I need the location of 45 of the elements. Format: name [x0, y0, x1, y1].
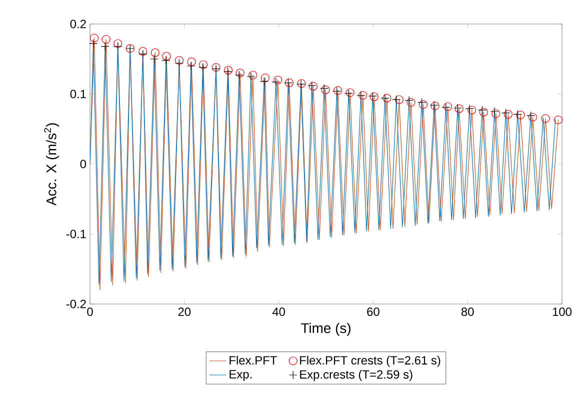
- legend-label: Flex.PFT: [230, 356, 277, 365]
- point: [90, 34, 99, 42]
- point: [260, 74, 270, 82]
- y-tick-label: 0.1: [70, 90, 86, 98]
- point: [186, 62, 196, 70]
- point: [187, 58, 196, 66]
- point: [114, 39, 122, 48]
- point: [198, 60, 208, 69]
- point: [260, 77, 268, 86]
- point: [513, 110, 522, 119]
- point: [162, 56, 170, 65]
- point: [138, 50, 148, 58]
- point: [174, 58, 184, 68]
- point: [465, 104, 474, 113]
- point: [198, 63, 208, 72]
- point: [114, 42, 122, 51]
- x-axis-title: Time (s): [301, 322, 350, 336]
- x-tick-label: 80: [461, 308, 474, 316]
- point: [541, 114, 550, 123]
- point: [174, 56, 184, 65]
- point: [394, 95, 404, 104]
- legend-label: Exp.: [230, 370, 252, 381]
- y-tick-label: 0: [80, 160, 86, 168]
- point: [150, 54, 158, 64]
- point: [468, 106, 476, 114]
- y-tick-label: -0.1: [66, 230, 86, 238]
- y-tick-label: 0.2: [70, 20, 86, 28]
- legend-label: Exp.crests (T=2.59 s): [300, 370, 412, 382]
- point: [100, 42, 110, 51]
- x-tick-label: 20: [178, 308, 191, 316]
- legend-label: Flex.PFT crests (T=2.61 s): [300, 356, 440, 367]
- x-tick-label: 40: [272, 308, 285, 316]
- x-tick-label: 0: [87, 308, 93, 316]
- y-tick-label: -0.2: [66, 300, 86, 308]
- point: [516, 110, 525, 120]
- point: [138, 47, 148, 56]
- point: [89, 39, 98, 48]
- x-tick-label: 60: [367, 308, 380, 316]
- x-tick-label: 100: [552, 308, 572, 316]
- point: [150, 48, 160, 57]
- point: [554, 116, 563, 124]
- point: [162, 52, 171, 60]
- point: [102, 35, 110, 44]
- point: [392, 95, 401, 104]
- y-axis-title: Acc. X (m/s$^{2}$): [44, 123, 60, 206]
